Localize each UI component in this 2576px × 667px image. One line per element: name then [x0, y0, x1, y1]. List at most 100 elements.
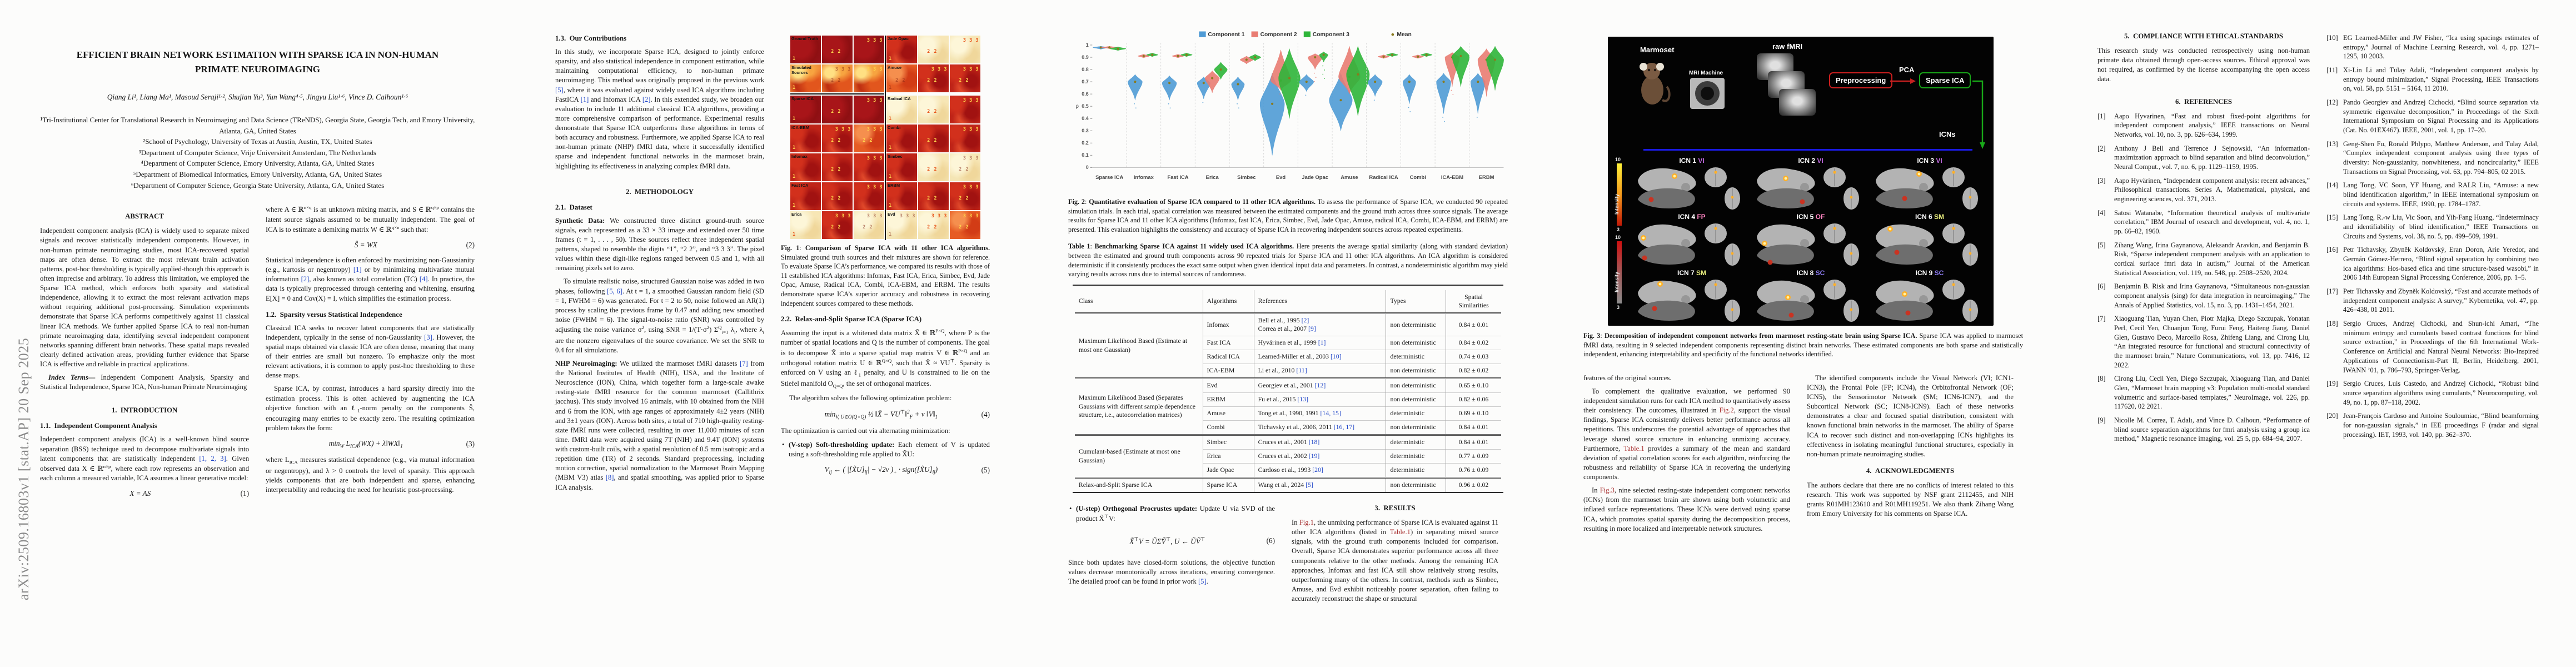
citation-link[interactable]: [4] — [419, 275, 428, 283]
y-tick-label: 0.3 — [1082, 128, 1088, 133]
citation-link[interactable]: [5, 6] — [607, 287, 623, 295]
reference-text: Anthony J Bell and Terrence J Sejnowski,… — [2114, 144, 2310, 171]
figure-link[interactable]: Fig.3 — [1600, 486, 1615, 495]
fig1-digit: 2 2 — [927, 167, 938, 172]
table-algorithm-cell: Jade Opac — [1202, 462, 1254, 478]
outlier-dot — [1134, 103, 1135, 104]
table-row: Amuse Tong et al., 1990, 1991 [14, 15] det… — [1075, 406, 1502, 421]
icn-brain-maps — [1638, 223, 1740, 266]
x-tick-label: Combi — [1410, 174, 1426, 180]
fig1-row-label: Erica — [791, 212, 802, 217]
reference-item: [20] Jean-François Cardoso and Antoine So… — [2326, 411, 2539, 439]
icn-network-tag: VI — [1817, 157, 1823, 165]
outlier-dot — [1169, 107, 1171, 109]
affiliation-line: ⁴Department of Computer Science, Emory U… — [141, 160, 375, 168]
reference-text: Lang Tong, R.-w Liu, Vic Soon, and Yih-F… — [2343, 213, 2539, 240]
citation-link[interactable]: [18] — [1308, 438, 1320, 446]
citation-link[interactable]: [12] — [1314, 381, 1326, 390]
icn-brain-maps — [1638, 167, 1740, 210]
table-row: Maximum Likelihood Based (Estimate at mo… — [1075, 313, 1502, 354]
equation-1: X = AS (1) — [40, 489, 249, 498]
reference-number: [11] — [2326, 66, 2338, 74]
fig1-digit: 1 — [793, 56, 796, 62]
icn-network-tag: VI — [1936, 157, 1942, 165]
citation-link[interactable]: [11] — [1296, 366, 1307, 375]
fig1-digit: 2 2 — [959, 78, 969, 83]
fig1-digit: 3 3 3 — [931, 213, 947, 219]
fig1-panel: 3 3 3 — [950, 36, 980, 63]
reference-number: [12] — [2326, 98, 2338, 107]
table-algorithm-cell: ICA-EBM — [1202, 363, 1254, 379]
fig1-panel: 2 2 3 3 3 — [950, 182, 980, 210]
citation-link[interactable]: [2] — [301, 275, 310, 283]
paragraph: Synthetic Data: We constructed three dis… — [555, 216, 764, 273]
citation-link[interactable]: [14, 15] — [1320, 409, 1341, 417]
fig1-row: Erica 1 2 2 3 3 3 2 2 3 3 3 — [790, 211, 884, 239]
citation-link[interactable]: [1] — [580, 95, 589, 103]
x-tick-label: Jade Opac — [1302, 174, 1328, 180]
violin — [1402, 74, 1416, 104]
icn-label: ICN 1 VI — [1679, 157, 1705, 165]
citation-link[interactable]: [1] — [353, 266, 362, 274]
figure-link[interactable]: Fig.1 — [1299, 519, 1314, 527]
fig1-row-label: ICA-EBM — [791, 125, 810, 130]
fig1-row: Evd 1 3 3 3 2 2 3 3 3 2 2 3 3 3 — [886, 211, 980, 239]
fig1-panel: 2 2 — [822, 96, 853, 123]
citation-link[interactable]: [8] — [605, 474, 614, 482]
citation-link[interactable]: [5] — [1198, 578, 1207, 586]
paragraph: The identified components include the Vi… — [1807, 374, 2014, 458]
reference-number: [20] — [2326, 412, 2338, 420]
fig1-row: ICA-EBM 1 2 2 3 3 3 2 2 3 3 3 — [790, 125, 884, 152]
fig1-caption-bold: Comparison of Sparse ICA with 11 other I… — [805, 244, 990, 252]
citation-link[interactable]: [3] — [424, 333, 432, 341]
citation-link[interactable]: [5] — [1306, 481, 1313, 489]
reference-text: Aapo Hyvarinen, “Fast and robust fixed-p… — [2114, 112, 2310, 138]
citation-link[interactable]: [2] — [1301, 316, 1309, 325]
citation-link[interactable]: [1, 2, 3] — [199, 454, 226, 462]
ustep-bullet: (U-step) Orthogonal Procrustes update: U… — [1068, 504, 1275, 524]
mean-marker — [1271, 102, 1274, 105]
citation-link[interactable]: [13] — [1297, 395, 1309, 404]
section4-heading: 4. ACKNOWLEDGMENTS — [1866, 466, 1955, 475]
equation-body: X̃⊤V = ŨΣ̃Ṽ⊤, U ← ŨṼ⊤ — [1129, 536, 1205, 545]
affiliation-line: ²School of Psychology, University of Tex… — [143, 138, 372, 146]
figure-link[interactable]: Table.1 — [1389, 528, 1411, 536]
citation-link[interactable]: [16, 17] — [1333, 423, 1355, 431]
figure-2: Component 1 Component 2 Component 3 Mean 0 0.… — [1068, 24, 1508, 194]
figure-link[interactable]: Fig.2 — [1719, 406, 1734, 415]
fig1-digit: 3 3 3 — [835, 67, 851, 72]
table-reference-cell: Wang et al., 2024 [5] — [1253, 477, 1386, 492]
icn-label: ICN 2 VI — [1798, 157, 1823, 165]
citation-link[interactable]: [9] — [1308, 325, 1316, 333]
citation-link[interactable]: [20] — [1312, 466, 1323, 474]
equation-body: minV, U∈O(Q×Q) ½ ‖X̃ − VU⊤‖2F + ν ‖V‖1 — [824, 409, 938, 420]
ustep-label: (U-step) Orthogonal Procrustes update: — [1076, 505, 1198, 513]
fig1-digit: 3 3 3 — [866, 213, 883, 219]
pca-arrow — [1890, 78, 1916, 84]
table-reference-cell: Fu et al., 2015 [13] — [1253, 392, 1386, 407]
citation-link[interactable]: [19] — [1308, 452, 1320, 460]
reference-text: EG Learned-Miller and JW Fisher, “Ica us… — [2343, 34, 2539, 61]
paragraph: Assuming the input is a whitened data ma… — [781, 328, 990, 389]
citation-link[interactable]: [2] — [642, 95, 651, 103]
x-tick-label: Sparse ICA — [1095, 174, 1123, 180]
citation-link[interactable]: [10] — [1330, 352, 1342, 361]
table-algorithm-cell: Combi — [1202, 420, 1254, 435]
y-tick-label: 0.9 — [1082, 54, 1088, 60]
fig1-digit: 2 2 — [927, 138, 938, 143]
icn-label: ICN 4 FP — [1678, 213, 1706, 221]
paragraph: The optimization is carried out via alte… — [781, 427, 950, 435]
citation-link[interactable]: [5] — [555, 86, 564, 94]
mean-marker — [1168, 82, 1171, 84]
section6-heading: 6. REFERENCES — [2175, 97, 2233, 106]
fig1-panel: Erica 1 — [790, 211, 821, 239]
outlier-dot — [1476, 117, 1478, 118]
citation-link[interactable]: [1] — [1318, 339, 1326, 347]
figure-link[interactable]: Table.1 — [1623, 444, 1645, 452]
fig1-panel: 3 3 3 — [950, 96, 980, 123]
reference-item: [17] Petr Tichavsky and Zbyněk Koldovský,… — [2326, 287, 2539, 315]
citation-link[interactable]: [7] — [740, 359, 748, 367]
equation-6: X̃⊤V = ŨΣ̃Ṽ⊤, U ← ŨṼ⊤ (6) — [1068, 536, 1275, 546]
